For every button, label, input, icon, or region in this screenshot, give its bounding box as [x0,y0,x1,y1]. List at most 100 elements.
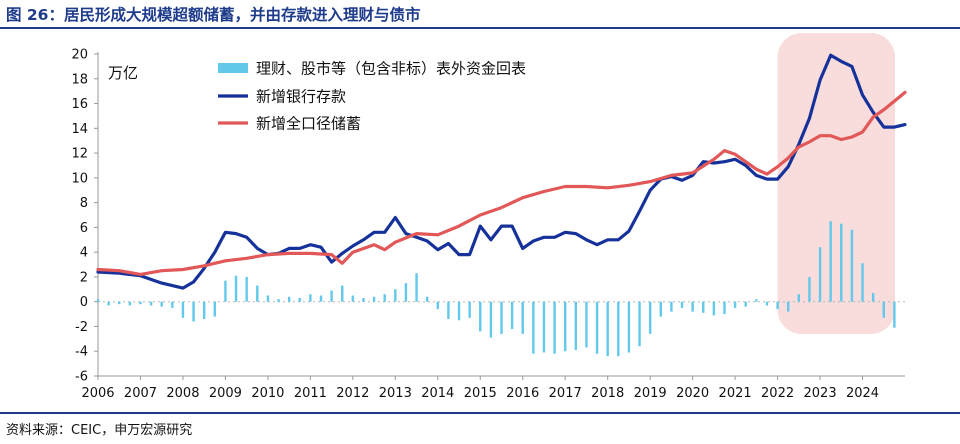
bar [309,294,312,302]
bar [765,301,769,306]
bar [797,294,801,302]
x-tick-label: 2018 [591,386,624,401]
x-tick-label: 2020 [676,386,709,401]
bar [670,301,673,312]
bar [553,301,556,354]
bar [850,229,854,302]
bar [574,301,578,350]
bar [351,295,355,302]
bar [871,293,875,302]
bar [564,301,567,352]
y-tick-label: -2 [75,320,88,335]
bar [436,301,439,310]
bar [341,285,344,302]
bar [542,301,546,353]
bar [786,301,790,312]
bar [829,221,832,302]
y-tick-label: 18 [71,72,88,87]
bottom-rule [0,412,960,414]
bar [532,301,535,354]
x-tick-label: 2011 [294,386,327,401]
x-tick-label: 2012 [336,386,369,401]
bar [149,301,153,306]
line-series [96,53,907,290]
bar [139,301,142,305]
bar-series [96,221,896,357]
unit-label: 万亿 [108,64,138,82]
highlight-region-layer [777,33,895,334]
legend-label: 新增银行存款 [256,88,346,106]
x-tick-label: 2019 [634,386,667,401]
bar [362,297,365,302]
title-rule [0,27,960,29]
bar [489,301,493,338]
bar [712,301,716,316]
figure-title: 图 26：居民形成大规模超额储蓄，并由存款进入理财与债市 [6,6,421,24]
bar [383,294,386,302]
bar [277,299,280,302]
bar [287,296,291,302]
bar [606,301,609,357]
bar [107,301,110,306]
bar [648,301,652,334]
y-tick-label: 6 [80,221,88,236]
bar [744,301,747,307]
x-tick-label: 2007 [124,386,157,401]
series-line [96,90,907,276]
bar [245,276,248,302]
source-note: 资料来源：CEIC，申万宏源研究 [6,423,193,438]
bar [404,283,408,302]
bar [447,301,450,320]
bar [818,247,822,302]
bar [256,285,259,302]
bar [234,275,238,302]
bar [595,301,599,354]
bar [659,301,662,317]
bar [500,301,503,334]
bar [415,273,418,302]
axes: -6 -4 -2 0 2 4 6 8 10 12 14 16 18 20 2006 2007 2008 2009 2… [71,48,905,401]
bar [617,301,620,357]
bar [160,301,163,307]
x-tick-label: 2014 [421,386,454,401]
bar [521,301,524,334]
x-tick-label: 2016 [506,386,539,401]
x-tick-label: 2008 [166,386,199,401]
bar [893,301,896,328]
bar [468,301,471,318]
x-tick-label: 2009 [209,386,242,401]
bar [733,301,737,308]
bar [266,295,270,302]
bar [181,301,185,318]
bar [680,301,684,308]
bar [627,301,631,353]
y-tick-label: -4 [75,345,88,360]
bar [723,301,726,315]
x-tick-label: 2024 [846,386,879,401]
bar [394,289,397,302]
x-tick-label: 2021 [719,386,752,401]
x-tick-label: 2023 [804,386,837,401]
bar [691,301,694,312]
bar [128,301,132,306]
bar [372,296,376,302]
x-tick-label: 2015 [464,386,497,401]
bar [776,301,779,310]
bar [213,301,217,317]
bar [702,301,705,313]
bar [118,301,121,305]
bar [319,295,323,302]
x-tick-label: 2017 [549,386,582,401]
bar [96,299,100,302]
x-tick-label: 2010 [251,386,284,401]
bar [171,301,174,308]
y-tick-label: 2 [80,270,88,285]
bar [202,301,206,320]
highlight-region [777,33,895,334]
bar [638,301,641,347]
bar [808,276,811,302]
bar [479,301,482,332]
bar [298,297,301,302]
y-tick-label: 12 [71,147,88,162]
